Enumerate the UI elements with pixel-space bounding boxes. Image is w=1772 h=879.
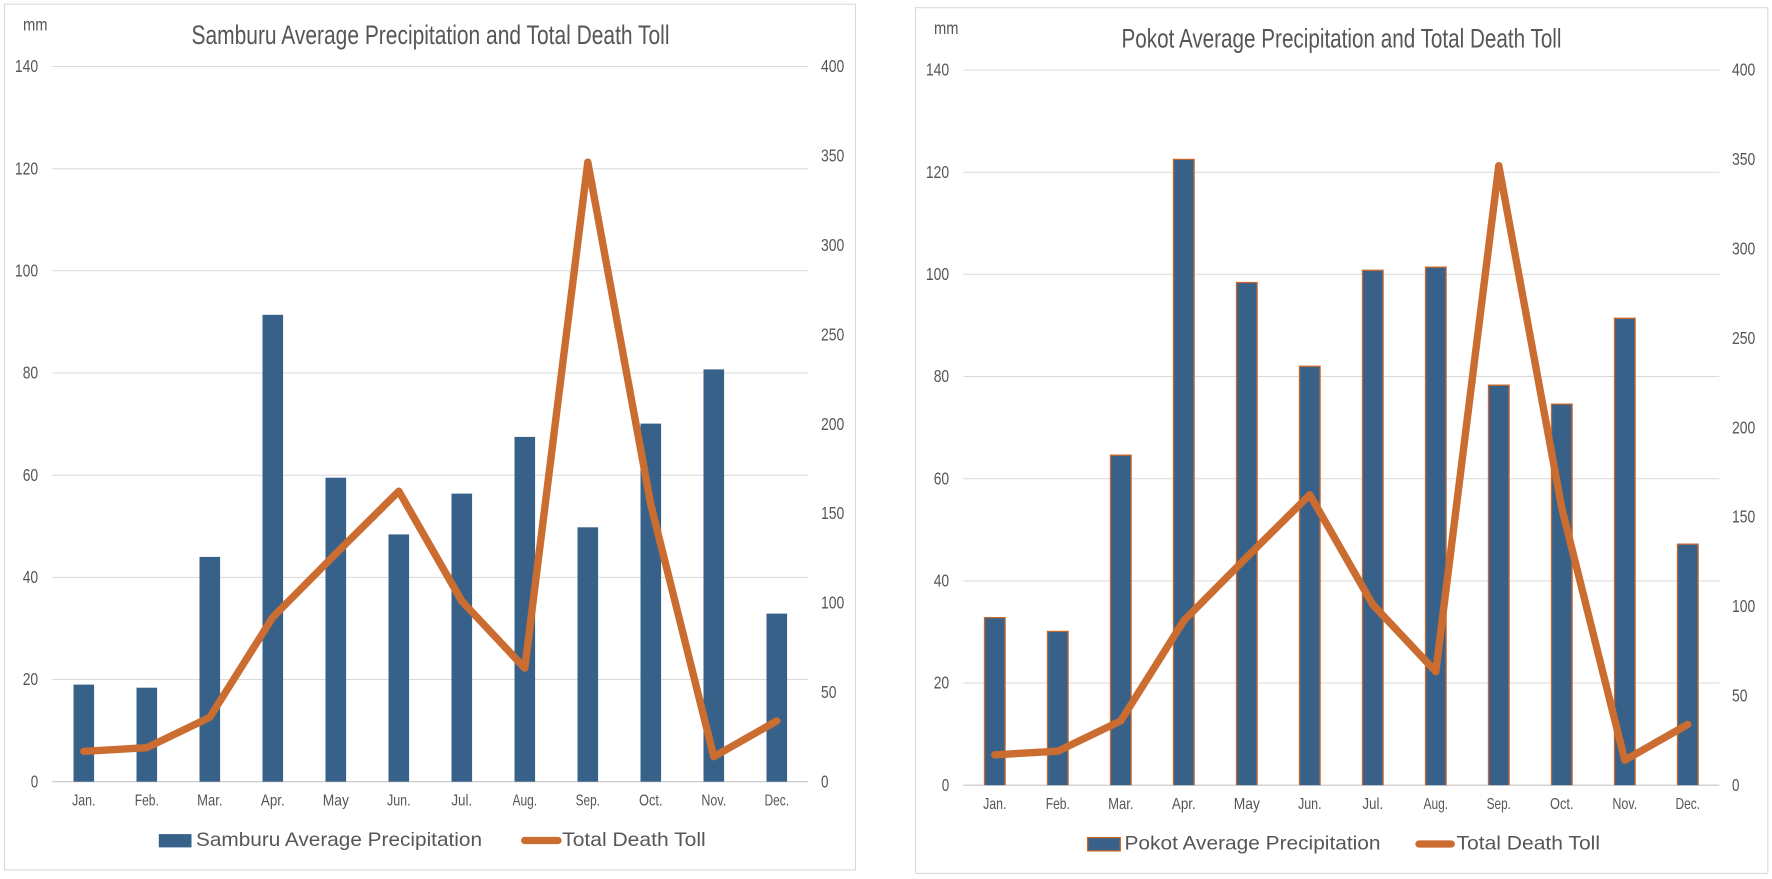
svg-text:200: 200 <box>821 414 844 434</box>
svg-text:80: 80 <box>934 366 950 386</box>
svg-text:0: 0 <box>942 775 950 795</box>
svg-text:0: 0 <box>821 771 829 791</box>
svg-text:Sep.: Sep. <box>1487 796 1511 813</box>
svg-text:300: 300 <box>1732 239 1755 259</box>
svg-text:20: 20 <box>934 673 950 693</box>
svg-text:0: 0 <box>31 771 39 791</box>
svg-text:40: 40 <box>23 567 39 587</box>
svg-text:Dec.: Dec. <box>765 792 790 809</box>
svg-text:Samburu Average Precipitation: Samburu Average Precipitation and Total … <box>192 20 670 50</box>
svg-text:Jan.: Jan. <box>983 796 1006 813</box>
svg-text:Oct.: Oct. <box>639 792 663 809</box>
svg-text:40: 40 <box>934 571 950 591</box>
svg-text:Aug.: Aug. <box>512 792 537 809</box>
svg-text:Jan.: Jan. <box>72 792 95 809</box>
svg-text:200: 200 <box>1732 417 1755 437</box>
svg-text:60: 60 <box>23 465 39 485</box>
svg-text:350: 350 <box>821 146 844 166</box>
svg-text:Pokot Average Precipitation an: Pokot Average Precipitation and Total De… <box>1122 24 1562 54</box>
svg-text:Sep.: Sep. <box>576 792 600 809</box>
svg-text:Oct.: Oct. <box>1550 796 1574 813</box>
svg-text:mm: mm <box>934 18 959 38</box>
svg-text:400: 400 <box>1732 60 1755 80</box>
svg-text:140: 140 <box>926 60 949 80</box>
svg-text:120: 120 <box>15 158 38 178</box>
svg-text:Total Death Toll: Total Death Toll <box>562 829 706 851</box>
svg-text:250: 250 <box>1732 328 1755 348</box>
svg-text:Samburu Average Precipitation: Samburu Average Precipitation <box>196 829 482 851</box>
svg-text:Total Death Toll: Total Death Toll <box>1457 833 1601 855</box>
svg-text:400: 400 <box>821 56 844 76</box>
svg-text:May: May <box>323 792 349 809</box>
svg-text:Jun.: Jun. <box>387 792 411 809</box>
svg-text:50: 50 <box>1732 686 1748 706</box>
svg-text:Apr.: Apr. <box>1172 796 1196 813</box>
svg-text:Aug.: Aug. <box>1423 796 1448 813</box>
svg-text:100: 100 <box>821 593 844 613</box>
svg-text:100: 100 <box>15 261 38 281</box>
svg-text:100: 100 <box>1732 596 1755 616</box>
svg-text:300: 300 <box>821 235 844 255</box>
svg-text:Nov.: Nov. <box>1612 796 1637 813</box>
svg-text:Jun.: Jun. <box>1298 796 1322 813</box>
svg-text:150: 150 <box>821 503 844 523</box>
svg-text:Apr.: Apr. <box>261 792 285 809</box>
svg-text:Dec.: Dec. <box>1676 796 1701 813</box>
svg-text:Nov.: Nov. <box>701 792 726 809</box>
svg-text:80: 80 <box>23 363 39 383</box>
svg-text:250: 250 <box>821 324 844 344</box>
svg-text:20: 20 <box>23 669 39 689</box>
svg-text:Feb.: Feb. <box>1046 796 1070 813</box>
svg-text:mm: mm <box>23 15 48 35</box>
svg-text:50: 50 <box>821 682 837 702</box>
svg-text:May: May <box>1234 796 1260 813</box>
svg-text:150: 150 <box>1732 507 1755 527</box>
svg-text:0: 0 <box>1732 775 1740 795</box>
svg-text:100: 100 <box>926 264 949 284</box>
svg-text:60: 60 <box>934 468 950 488</box>
svg-text:Pokot Average Precipitation: Pokot Average Precipitation <box>1125 833 1381 855</box>
svg-text:Mar.: Mar. <box>197 792 222 809</box>
svg-text:Mar.: Mar. <box>1108 796 1133 813</box>
svg-text:350: 350 <box>1732 149 1755 169</box>
svg-text:Jul.: Jul. <box>451 792 472 809</box>
svg-text:Jul.: Jul. <box>1362 796 1383 813</box>
svg-text:120: 120 <box>926 162 949 182</box>
svg-text:Feb.: Feb. <box>135 792 159 809</box>
svg-text:140: 140 <box>15 56 38 76</box>
